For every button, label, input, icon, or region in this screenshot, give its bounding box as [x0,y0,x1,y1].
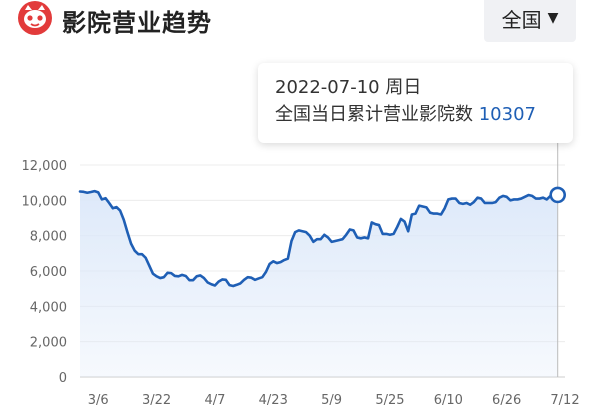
x-tick-label: 3/22 [142,393,171,408]
series-area [80,191,558,377]
x-tick-label: 4/7 [204,393,225,408]
highlight-point [549,186,567,204]
x-tick-label: 6/10 [434,393,463,408]
y-tick-label: 10,000 [22,194,68,209]
tooltip-weekday: 周日 [385,77,422,98]
x-tick-label: 3/6 [88,393,109,408]
x-tick-label: 6/26 [492,393,521,408]
y-tick-label: 4,000 [30,300,67,315]
x-tick-label: 7/12 [550,393,579,408]
tooltip-value-line: 全国当日累计营业影院数 10307 [275,101,573,129]
x-tick-label: 4/23 [259,393,288,408]
cat-face-icon [18,1,52,35]
region-select-value: 全国 [501,7,542,32]
tooltip-value: 10307 [478,104,536,125]
tooltip-date-line: 2022-07-10 周日 [275,75,573,101]
y-tick-label: 12,000 [22,159,68,174]
tooltip-label: 全国当日累计营业影院数 [275,104,473,125]
tooltip-date: 2022-07-10 [275,77,380,98]
y-tick-label: 8,000 [30,230,67,245]
y-tick-label: 0 [59,371,67,386]
series-line [78,189,560,288]
region-select[interactable]: 全国 ▼ [484,0,576,42]
caret-down-icon: ▼ [547,10,559,26]
x-tick-label: 5/25 [375,393,404,408]
y-tick-label: 6,000 [30,265,67,280]
x-tick-label: 5/9 [321,393,342,408]
y-tick-label: 2,000 [30,336,67,351]
page-title: 影院营业趋势 [62,9,212,37]
chart-tooltip: 2022-07-10 周日 全国当日累计营业影院数 10307 [258,63,573,143]
